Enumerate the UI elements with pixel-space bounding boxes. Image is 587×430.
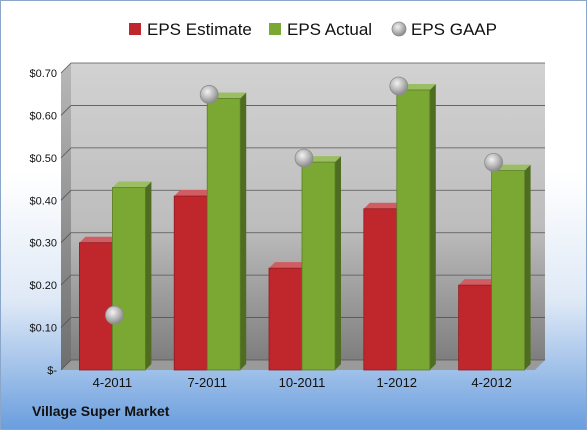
y-tick-label: $0.40	[29, 195, 57, 207]
legend-label: EPS Estimate	[147, 20, 252, 39]
x-tick-label: 10-2011	[279, 375, 326, 390]
bar-eps-actual	[491, 164, 531, 371]
gaap-markers	[105, 76, 504, 325]
marker-eps-gaap	[389, 76, 409, 96]
legend: EPS Estimate EPS Actual EPS GAAP	[129, 20, 497, 39]
gridline-side	[60, 62, 72, 74]
legend-swatch	[129, 23, 141, 35]
marker-eps-gaap	[199, 85, 219, 104]
legend-swatch	[391, 21, 407, 37]
y-tick-label: $0.10	[29, 323, 57, 335]
legend-item-eps-gaap: EPS GAAP	[391, 20, 497, 39]
plot-side-wall	[61, 63, 71, 370]
x-tick-label: 1-2012	[377, 375, 417, 390]
gridline-side	[60, 232, 72, 243]
x-tick-label: 4-2011	[93, 375, 133, 390]
bar-eps-actual	[206, 92, 247, 371]
y-tick-label: $0.50	[29, 153, 57, 165]
bar-eps-actual	[301, 156, 341, 371]
legend-item-eps-estimate: EPS Estimate	[129, 20, 252, 39]
marker-eps-gaap	[105, 305, 124, 325]
bar-eps-actual	[112, 181, 152, 371]
y-tick-label: $0.30	[29, 238, 57, 250]
x-tick-label: 4-2012	[471, 375, 511, 390]
legend-item-eps-actual: EPS Actual	[269, 20, 372, 39]
gridline-side	[60, 147, 72, 159]
legend-swatch	[269, 23, 281, 35]
y-tick-label: $0.20	[29, 280, 57, 292]
gridline-side	[60, 274, 72, 286]
gridline-side	[60, 105, 72, 116]
x-axis: 4-2011 7-2011 10-2011 1-2012 4-2012	[93, 375, 512, 390]
y-tick-label: $-	[47, 365, 57, 377]
marker-eps-gaap	[294, 148, 314, 168]
bars	[79, 83, 531, 371]
y-axis: $- $0.10 $0.20 $0.30 $0.40 $0.50 $0.60 $0.70	[29, 68, 57, 377]
legend-label: EPS Actual	[287, 20, 372, 39]
y-tick-label: $0.70	[29, 68, 57, 80]
gridline-side	[60, 359, 72, 371]
company-name: Village Super Market	[32, 403, 170, 419]
legend-label: EPS GAAP	[411, 20, 497, 39]
bar-eps-actual	[396, 83, 436, 371]
eps-chart: $- $0.10 $0.20 $0.30 $0.40 $0.50 $0.60 $0.70 4-…	[29, 20, 545, 390]
gridline-side	[60, 317, 72, 328]
bar-eps-estimate	[268, 262, 308, 371]
y-tick-label: $0.60	[29, 110, 57, 122]
x-tick-label: 7-2011	[187, 375, 227, 390]
marker-eps-gaap	[484, 152, 504, 172]
gridline-side	[60, 190, 72, 201]
